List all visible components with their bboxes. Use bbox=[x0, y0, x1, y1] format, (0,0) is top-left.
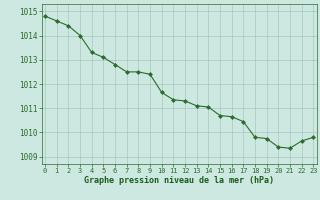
X-axis label: Graphe pression niveau de la mer (hPa): Graphe pression niveau de la mer (hPa) bbox=[84, 176, 274, 185]
